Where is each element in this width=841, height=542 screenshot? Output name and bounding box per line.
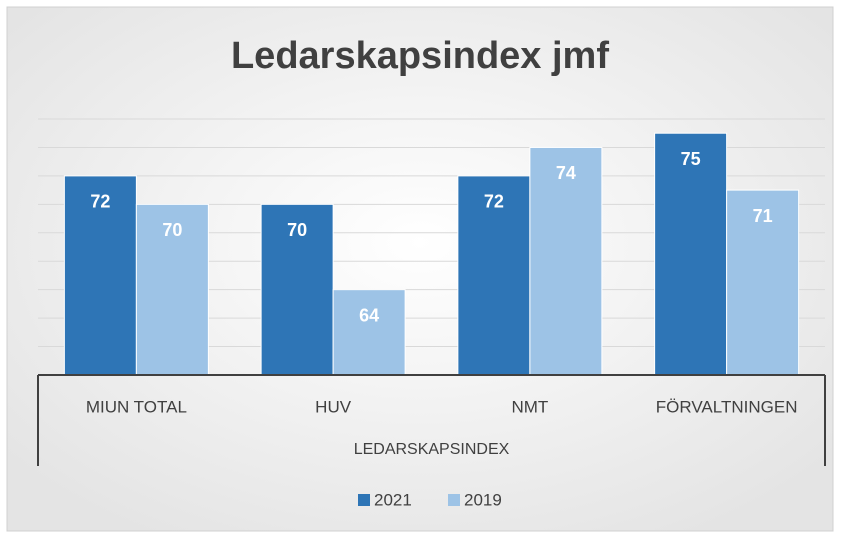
data-label: 64 — [359, 305, 379, 325]
data-label: 72 — [484, 192, 504, 212]
data-label: 74 — [556, 163, 576, 183]
data-label: 71 — [753, 206, 773, 226]
group-label: LEDARSKAPSINDEX — [354, 441, 510, 458]
bar — [726, 189, 800, 376]
x-tick-label: FÖRVALTNINGEN — [656, 397, 798, 416]
legend-swatch — [448, 494, 460, 506]
x-tick-label: NMT — [511, 397, 548, 416]
bar — [332, 289, 406, 376]
legend-label: 2021 — [374, 490, 412, 509]
bar — [654, 132, 728, 376]
x-tick-label: MIUN TOTAL — [86, 397, 187, 416]
data-label: 70 — [287, 220, 307, 240]
x-tick-label: HUV — [315, 397, 352, 416]
legend-label: 2019 — [464, 490, 502, 509]
data-label: 70 — [162, 220, 182, 240]
chart-title: Ledarskapsindex jmf — [231, 35, 609, 77]
data-label: 72 — [90, 192, 110, 212]
bar — [529, 146, 603, 376]
legend-swatch — [358, 494, 370, 506]
bar — [260, 203, 334, 376]
bar — [457, 175, 531, 376]
bar — [63, 175, 137, 376]
data-label: 75 — [681, 149, 701, 169]
